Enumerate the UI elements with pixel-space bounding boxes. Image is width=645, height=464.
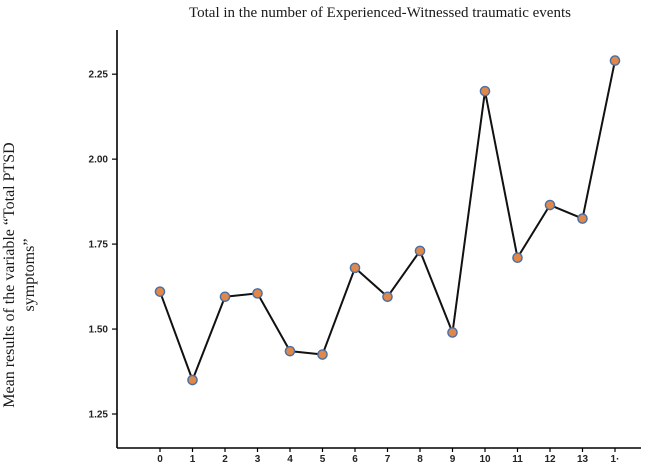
- data-point-10: [479, 85, 491, 97]
- data-point-13: [577, 213, 588, 224]
- x-tick-label: 12: [544, 454, 556, 464]
- y-axis-label-line-1: Mean results of the variable “Total PTSD: [1, 142, 18, 407]
- y-tick-label: 1.75: [89, 240, 109, 251]
- data-point-5: [317, 349, 328, 360]
- data-point-0: [154, 286, 166, 297]
- x-tick-label: 5: [320, 454, 326, 464]
- x-tick-label: 10: [479, 454, 491, 464]
- y-tick-label: 2.25: [89, 70, 109, 81]
- x-tick-label: 9: [450, 454, 456, 464]
- x-ticks: 0 1 2 3 4 5 6 7 8 9 10 11 12 13 1·: [157, 448, 619, 464]
- series-line: [159, 60, 616, 382]
- data-point-6: [349, 262, 361, 274]
- x-tick-label: 2: [222, 454, 228, 464]
- x-tick-label: 4: [287, 454, 293, 464]
- x-tick-label: 0: [157, 454, 163, 464]
- y-axis-label: Mean results of the variable “Total PTSD…: [1, 142, 38, 407]
- y-ticks: 1.25 1.50 1.75 2.00 2.25: [89, 70, 117, 421]
- x-tick-label: 8: [417, 454, 423, 464]
- data-point-12: [544, 199, 556, 211]
- x-tick-label: 6: [352, 454, 358, 464]
- x-tick-label: 1: [190, 454, 196, 464]
- data-point-14: [609, 55, 621, 66]
- x-tick-label: 3: [255, 454, 261, 464]
- y-axis-label-line-2: symptoms”: [21, 239, 38, 312]
- data-point-4: [284, 345, 296, 357]
- data-point-7: [382, 291, 393, 303]
- data-point-1: [187, 374, 198, 386]
- y-tick-label: 1.25: [89, 410, 109, 421]
- chart-title: Total in the number of Experienced-Witne…: [189, 5, 571, 21]
- data-point-11: [512, 252, 523, 263]
- series-total-ptsd: [154, 55, 621, 386]
- data-point-3: [252, 288, 263, 299]
- x-tick-label: 7: [385, 454, 391, 464]
- data-point-2: [219, 291, 231, 303]
- y-tick-label: 2.00: [89, 155, 109, 166]
- x-tick-label: 13: [577, 454, 589, 464]
- y-tick-label: 1.50: [89, 325, 109, 336]
- x-tick-label: 11: [512, 454, 523, 464]
- data-point-8: [414, 245, 426, 257]
- data-point-9: [447, 327, 458, 338]
- x-tick-label: 1·: [611, 454, 620, 464]
